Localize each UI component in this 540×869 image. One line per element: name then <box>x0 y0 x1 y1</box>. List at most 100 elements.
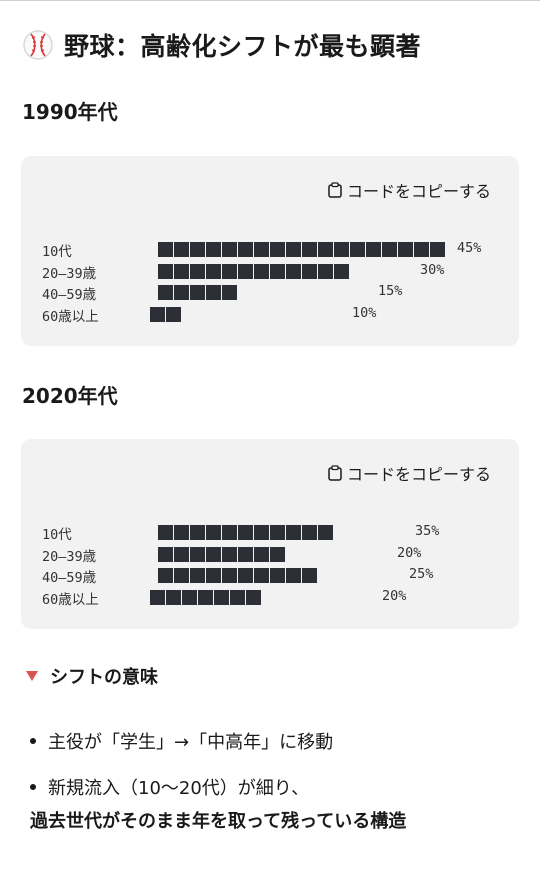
bar-block <box>238 242 253 257</box>
bar-block <box>230 589 245 605</box>
bar-label: 10代 <box>42 244 72 260</box>
bar-block <box>270 546 285 562</box>
bar-value: 25% <box>409 566 434 582</box>
bar-block <box>182 589 197 605</box>
bar-block <box>254 525 269 540</box>
bar-block <box>190 242 205 257</box>
bar-blocks <box>158 285 237 300</box>
bar-block <box>158 242 173 257</box>
copy-code-label: コードをコピーする <box>346 465 491 484</box>
bar-blocks <box>158 242 445 257</box>
bar-block <box>334 263 349 279</box>
bar-value: 20% <box>382 587 407 604</box>
code-block-1990s: コードをコピーする 10代 45% 20–39歳 30% 40–59歳 15% 60歳以上 1… <box>21 156 519 346</box>
page-title-text: 野球：高齢化シフトが最も顕著 <box>64 32 422 61</box>
bar-block <box>222 263 237 279</box>
bullet-text: 主役が「学生」→「中高年」に移動 <box>48 732 334 753</box>
bar-block <box>414 242 429 257</box>
clipboard-icon <box>328 465 342 481</box>
bar-value: 15% <box>378 283 403 299</box>
bar-block <box>270 263 285 279</box>
bar-blocks <box>158 263 349 279</box>
bar-blocks <box>158 568 317 583</box>
bar-block <box>206 242 221 257</box>
bar-block <box>398 242 413 257</box>
bar-value: 10% <box>352 304 377 321</box>
bar-label: 60歳以上 <box>42 308 99 325</box>
bar-block <box>166 589 181 605</box>
bar-block <box>302 525 317 540</box>
bar-label: 60歳以上 <box>42 591 99 608</box>
bar-block <box>238 546 253 562</box>
bar-block <box>270 568 285 583</box>
bar-block <box>158 263 173 279</box>
bar-block <box>286 525 301 540</box>
section-heading-1990s: 1990年代 <box>22 100 118 124</box>
bar-block <box>174 242 189 257</box>
bar-block <box>174 263 189 279</box>
bar-block <box>334 242 349 257</box>
code-block-2020s: コードをコピーする 10代 35% 20–39歳 20% 40–59歳 25% 60歳以上 2… <box>21 439 519 629</box>
bar-block <box>430 242 445 257</box>
bar-block <box>222 285 237 300</box>
bar-block <box>166 306 181 322</box>
bar-value: 35% <box>415 523 440 539</box>
bar-block <box>222 568 237 583</box>
bar-label: 10代 <box>42 527 72 543</box>
bar-block <box>318 525 333 540</box>
bar-block <box>254 546 269 562</box>
bar-label: 20–39歳 <box>42 265 97 282</box>
bar-label: 40–59歳 <box>42 570 97 586</box>
bar-block <box>270 525 285 540</box>
bar-row: 20–39歳 20% <box>21 544 519 565</box>
bar-block <box>238 568 253 583</box>
bar-block <box>254 263 269 279</box>
bar-block <box>246 589 261 605</box>
meaning-heading: シフトの意味 <box>26 663 158 689</box>
list-item: 新規流入（10〜20代）が細り、 過去世代がそのまま年を取って残っている構造 <box>30 774 406 833</box>
bar-row: 60歳以上 20% <box>21 587 519 608</box>
bar-block <box>206 568 221 583</box>
bar-row: 40–59歳 15% <box>21 282 519 303</box>
bar-block <box>190 546 205 562</box>
bar-block <box>174 285 189 300</box>
bar-blocks <box>158 546 285 562</box>
copy-code-label: コードをコピーする <box>346 182 491 201</box>
bar-block <box>158 285 173 300</box>
bar-block <box>350 242 365 257</box>
bar-block <box>222 546 237 562</box>
copy-code-button[interactable]: コードをコピーする <box>328 461 491 485</box>
bar-blocks <box>158 525 333 540</box>
bar-block <box>174 546 189 562</box>
collapse-triangle-icon[interactable] <box>26 671 38 681</box>
bar-block <box>382 242 397 257</box>
bar-block <box>206 263 221 279</box>
bar-row: 20–39歳 30% <box>21 261 519 282</box>
bar-block <box>254 568 269 583</box>
bar-block <box>238 525 253 540</box>
page-title: 野球：高齢化シフトが最も顕著 <box>22 25 421 65</box>
bullet-dot <box>30 784 36 790</box>
bar-block <box>302 242 317 257</box>
copy-code-button[interactable]: コードをコピーする <box>328 178 491 202</box>
bar-block <box>238 263 253 279</box>
bar-block <box>286 568 301 583</box>
bullet-text: 新規流入（10〜20代）が細り、 <box>48 778 310 799</box>
list-item: 主役が「学生」→「中高年」に移動 <box>30 728 333 754</box>
bar-value: 20% <box>397 544 422 561</box>
bar-block <box>254 242 269 257</box>
bar-block <box>198 589 213 605</box>
bar-block <box>222 242 237 257</box>
bar-block <box>158 546 173 562</box>
bullet-text-bold: 過去世代がそのまま年を取って残っている構造 <box>30 811 407 832</box>
bar-row: 10代 35% <box>21 522 519 543</box>
bar-blocks <box>150 306 181 322</box>
bar-row: 10代 45% <box>21 239 519 260</box>
bar-block <box>366 242 381 257</box>
bar-block <box>318 242 333 257</box>
bar-block <box>302 263 317 279</box>
bar-block <box>158 568 173 583</box>
bar-row: 60歳以上 10% <box>21 304 519 325</box>
meaning-heading-text: シフトの意味 <box>50 667 158 688</box>
bar-block <box>286 263 301 279</box>
